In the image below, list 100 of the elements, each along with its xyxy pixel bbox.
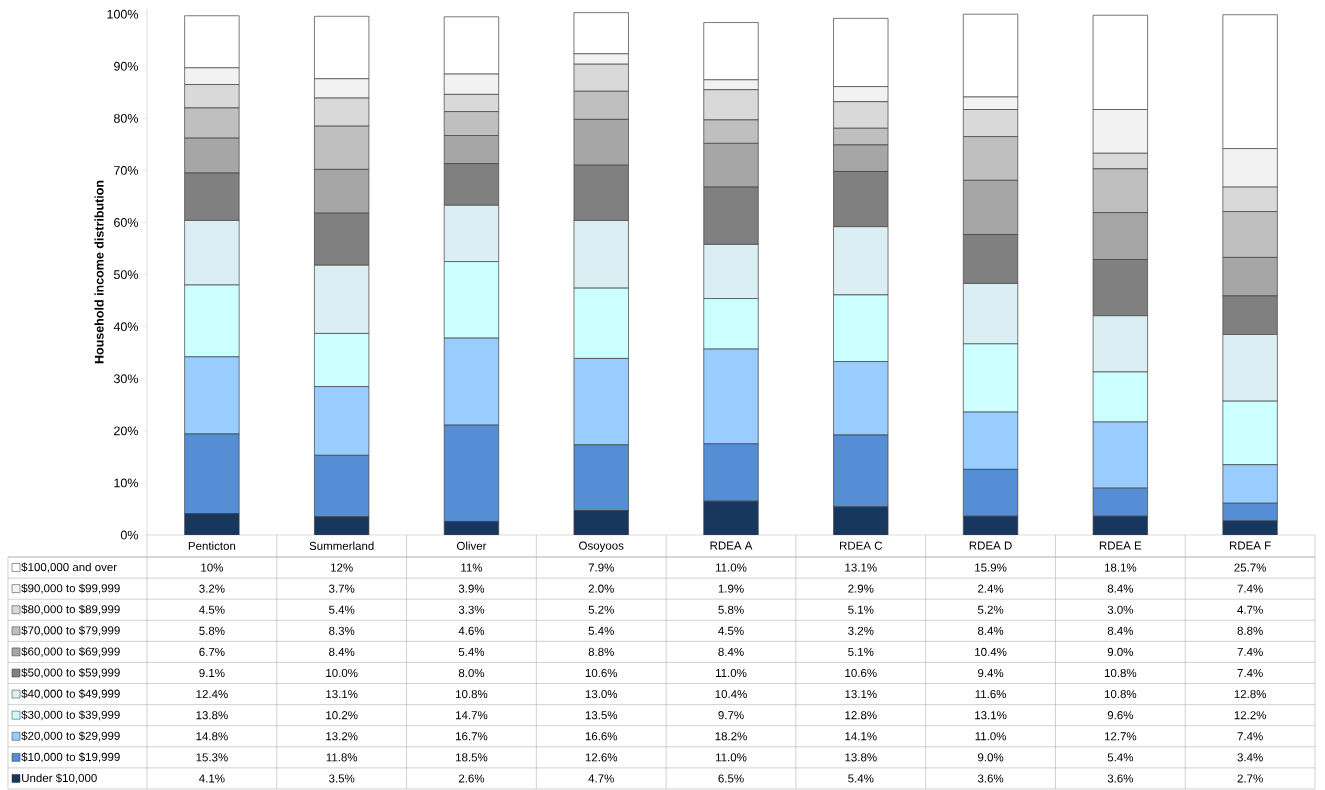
- data-label: 10.6%: [845, 668, 877, 678]
- y-tick-label: 80%: [114, 113, 139, 123]
- data-label: 3.2%: [199, 584, 225, 593]
- data-label: 11.0%: [975, 732, 1007, 741]
- data-label: 9.6%: [1107, 711, 1134, 720]
- data-label: 6.7%: [199, 647, 225, 656]
- y-tick-label: 40%: [113, 322, 139, 332]
- data-label: 13.5%: [585, 711, 618, 720]
- y-tick-label: 30%: [113, 374, 139, 384]
- data-label: 7.4%: [1237, 732, 1263, 741]
- data-label: 5.2%: [588, 605, 614, 614]
- data-label: 7.4%: [1237, 668, 1263, 678]
- data-label: 4.6%: [458, 626, 485, 635]
- data-label: 12.7%: [1104, 732, 1137, 741]
- y-axis-title: Household income distribution: [94, 180, 104, 364]
- data-label: 10.6%: [585, 668, 618, 678]
- data-label: 18.1%: [1104, 563, 1137, 572]
- data-label: 6.5%: [718, 774, 744, 783]
- data-label: 10.0%: [326, 668, 358, 678]
- y-tick-label: 70%: [114, 166, 139, 175]
- data-label: 8.4%: [329, 647, 355, 656]
- bar: [314, 516, 370, 535]
- data-label: 5.4%: [329, 605, 355, 614]
- x-tick-label: Oliver: [456, 541, 487, 550]
- data-label: 10%: [201, 563, 223, 572]
- data-label: 8.4%: [1107, 626, 1134, 635]
- data-label: 14.1%: [845, 732, 877, 741]
- data-label: 25.7%: [1234, 563, 1267, 572]
- data-label: 2.7%: [1237, 774, 1263, 783]
- data-label: 13.8%: [196, 711, 228, 720]
- legend-label: $10,000 to $19,999: [21, 752, 120, 763]
- data-label: 2.6%: [458, 774, 485, 783]
- bar: [703, 500, 759, 535]
- data-label: 8.0%: [458, 668, 485, 678]
- data-label: 15.3%: [196, 753, 228, 762]
- legend-label: $60,000 to $69,999: [21, 646, 120, 657]
- data-label: 8.4%: [718, 647, 744, 656]
- data-label: 3.2%: [848, 626, 874, 635]
- data-label: 10.2%: [326, 711, 358, 720]
- data-label: 11%: [461, 563, 483, 572]
- data-label: 8.8%: [588, 647, 614, 656]
- data-label: 13.0%: [585, 690, 618, 699]
- bar: [833, 506, 889, 535]
- data-label: 9.7%: [718, 711, 744, 720]
- legend-label: $40,000 to $49,999: [21, 689, 120, 700]
- data-label: 4.7%: [1237, 605, 1263, 614]
- data-label: 14.8%: [196, 732, 228, 741]
- data-label: 2.4%: [978, 584, 1004, 593]
- data-label: 3.6%: [1107, 774, 1134, 783]
- data-label: 8.3%: [329, 626, 355, 635]
- legend-label: $90,000 to $99,999: [21, 583, 120, 594]
- data-label: 12%: [331, 563, 353, 572]
- data-label: 5.4%: [458, 647, 485, 656]
- y-tick-label: 60%: [114, 218, 139, 227]
- data-label: 5.1%: [848, 647, 874, 656]
- data-label: 13.1%: [845, 563, 877, 572]
- data-label: 2.9%: [848, 584, 874, 593]
- data-label: 10.4%: [975, 647, 1007, 656]
- data-label: 4.5%: [199, 605, 225, 614]
- bar: [573, 510, 629, 535]
- data-label: 12.6%: [585, 753, 618, 762]
- data-label: 2.0%: [588, 584, 614, 593]
- legend-label: $70,000 to $79,999: [21, 625, 120, 636]
- data-label: 11.6%: [975, 690, 1007, 699]
- data-label: 8.4%: [1107, 584, 1134, 593]
- x-tick-label: RDEA A: [710, 541, 753, 550]
- data-label: 12.8%: [1234, 690, 1267, 699]
- data-label: 12.2%: [1234, 711, 1267, 720]
- y-tick-label: 50%: [113, 270, 139, 280]
- data-label: 8.4%: [977, 626, 1004, 635]
- data-label: 18.2%: [715, 732, 747, 741]
- data-label: 13.2%: [326, 732, 358, 741]
- data-label: 10.8%: [456, 690, 488, 699]
- data-label: 16.6%: [585, 732, 618, 741]
- y-tick-label: 10%: [114, 478, 139, 488]
- y-tick-label: 20%: [114, 426, 139, 436]
- x-tick-label: Penticton: [188, 541, 236, 550]
- data-label: 7.9%: [588, 563, 614, 572]
- data-label: 8.8%: [1237, 626, 1263, 635]
- data-label: 5.4%: [588, 626, 614, 635]
- data-label: 11.0%: [716, 753, 747, 762]
- data-label: 12.4%: [196, 690, 228, 699]
- data-label: 3.3%: [458, 605, 485, 614]
- x-tick-label: Summerland: [309, 541, 374, 550]
- bar: [184, 513, 240, 535]
- data-label: 5.4%: [848, 774, 874, 783]
- data-label: 10.8%: [1104, 690, 1137, 699]
- data-label: 13.1%: [326, 690, 358, 699]
- data-label: 18.5%: [456, 753, 488, 762]
- data-label: 15.9%: [975, 563, 1007, 572]
- data-label: 7.4%: [1237, 584, 1263, 593]
- y-tick-label: 90%: [114, 61, 139, 71]
- data-label: 3.9%: [458, 584, 485, 593]
- data-label: 16.7%: [456, 732, 488, 741]
- data-label: 11.8%: [326, 753, 358, 762]
- legend-label: $30,000 to $39,999: [21, 710, 120, 721]
- data-label: 9.4%: [978, 668, 1004, 678]
- data-label: 1.9%: [718, 584, 744, 593]
- data-label: 3.0%: [1107, 605, 1134, 614]
- data-label: 7.4%: [1237, 647, 1263, 656]
